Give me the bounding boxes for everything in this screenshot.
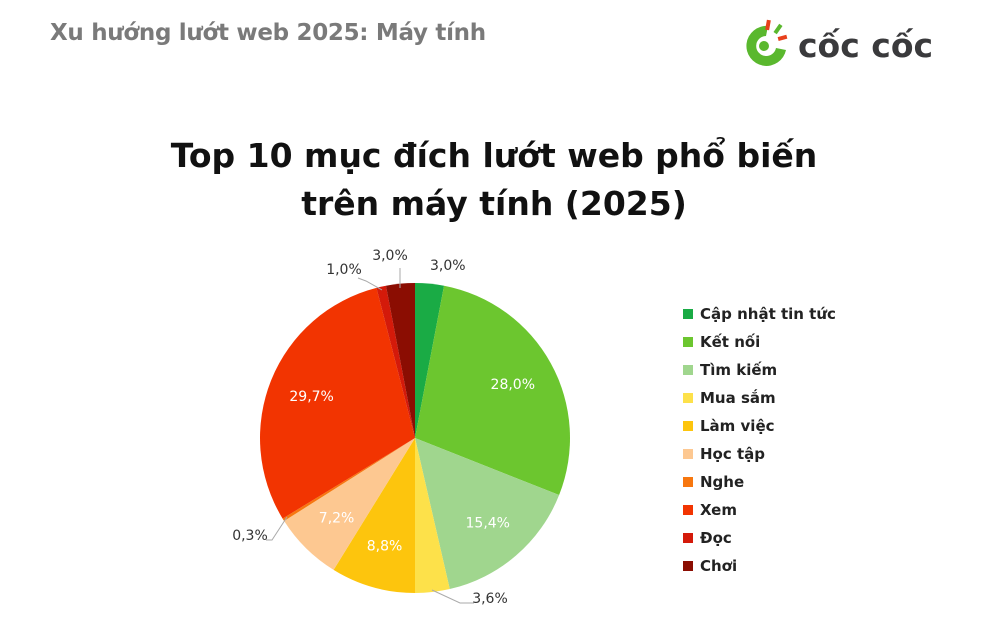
slice-label: 0,3% xyxy=(232,528,268,544)
legend-label: Xem xyxy=(700,501,737,519)
leader-line xyxy=(357,277,383,291)
legend-item: Cập nhật tin tức xyxy=(683,300,836,328)
slice-label: 3,0% xyxy=(430,258,466,274)
chart-title-line-1: Top 10 mục đích lướt web phổ biến xyxy=(170,136,818,175)
legend-swatch xyxy=(683,533,693,543)
legend-item: Xem xyxy=(683,496,836,524)
slice-label: 3,6% xyxy=(472,591,508,607)
legend-item: Kết nối xyxy=(683,328,836,356)
legend-swatch xyxy=(683,421,693,431)
legend-item: Mua sắm xyxy=(683,384,836,412)
slice-label: 15,4% xyxy=(466,516,510,532)
legend-swatch xyxy=(683,309,693,319)
chart-title: Top 10 mục đích lướt web phổ biến trên m… xyxy=(0,132,988,228)
legend-label: Làm việc xyxy=(700,417,775,435)
legend-item: Tìm kiếm xyxy=(683,356,836,384)
slice-label: 28,0% xyxy=(491,377,535,393)
pie-slice xyxy=(260,287,415,519)
legend-label: Học tập xyxy=(700,445,766,463)
legend-swatch xyxy=(683,365,693,375)
legend-label: Kết nối xyxy=(700,333,761,351)
page-title: Xu hướng lướt web 2025: Máy tính xyxy=(50,20,486,46)
pie-slice xyxy=(385,283,415,438)
legend-item: Nghe xyxy=(683,468,836,496)
pie-slice xyxy=(284,438,415,570)
coccoc-logo-icon xyxy=(746,19,788,66)
legend-label: Tìm kiếm xyxy=(700,361,778,379)
legend-label: Nghe xyxy=(700,473,745,491)
slice-label: 7,2% xyxy=(319,510,355,526)
legend-label: Chơi xyxy=(700,557,738,575)
pie-slice xyxy=(415,283,445,438)
pie-slice xyxy=(415,438,450,593)
legend-label: Đọc xyxy=(700,529,732,547)
slice-label: 1,0% xyxy=(326,262,362,278)
pie-slice xyxy=(376,285,415,438)
leader-line xyxy=(266,516,288,541)
legend-swatch xyxy=(683,505,693,515)
legend-label: Mua sắm xyxy=(700,389,776,407)
logo-text: cốc cốc xyxy=(798,26,934,65)
legend-swatch xyxy=(683,561,693,571)
slice-label: 8,8% xyxy=(367,538,403,554)
legend-swatch xyxy=(683,393,693,403)
chart-legend: Cập nhật tin tức Kết nối Tìm kiếm Mua sắm Là… xyxy=(683,300,836,580)
leader-line xyxy=(431,589,474,604)
legend-item: Học tập xyxy=(683,440,836,468)
pie-slice xyxy=(415,285,570,496)
chart-title-line-2: trên máy tính (2025) xyxy=(301,184,687,223)
slice-label: 3,0% xyxy=(372,248,408,264)
legend-item: Chơi xyxy=(683,552,836,580)
pie-slice xyxy=(333,438,415,593)
legend-label: Cập nhật tin tức xyxy=(700,305,836,323)
legend-item: Làm việc xyxy=(683,412,836,440)
legend-swatch xyxy=(683,337,693,347)
coccoc-logo: cốc cốc xyxy=(740,14,960,74)
pie-slice xyxy=(415,438,560,590)
slice-label: 29,7% xyxy=(289,389,333,405)
legend-swatch xyxy=(683,449,693,459)
pie-slice xyxy=(282,438,415,522)
legend-item: Đọc xyxy=(683,524,836,552)
legend-swatch xyxy=(683,477,693,487)
